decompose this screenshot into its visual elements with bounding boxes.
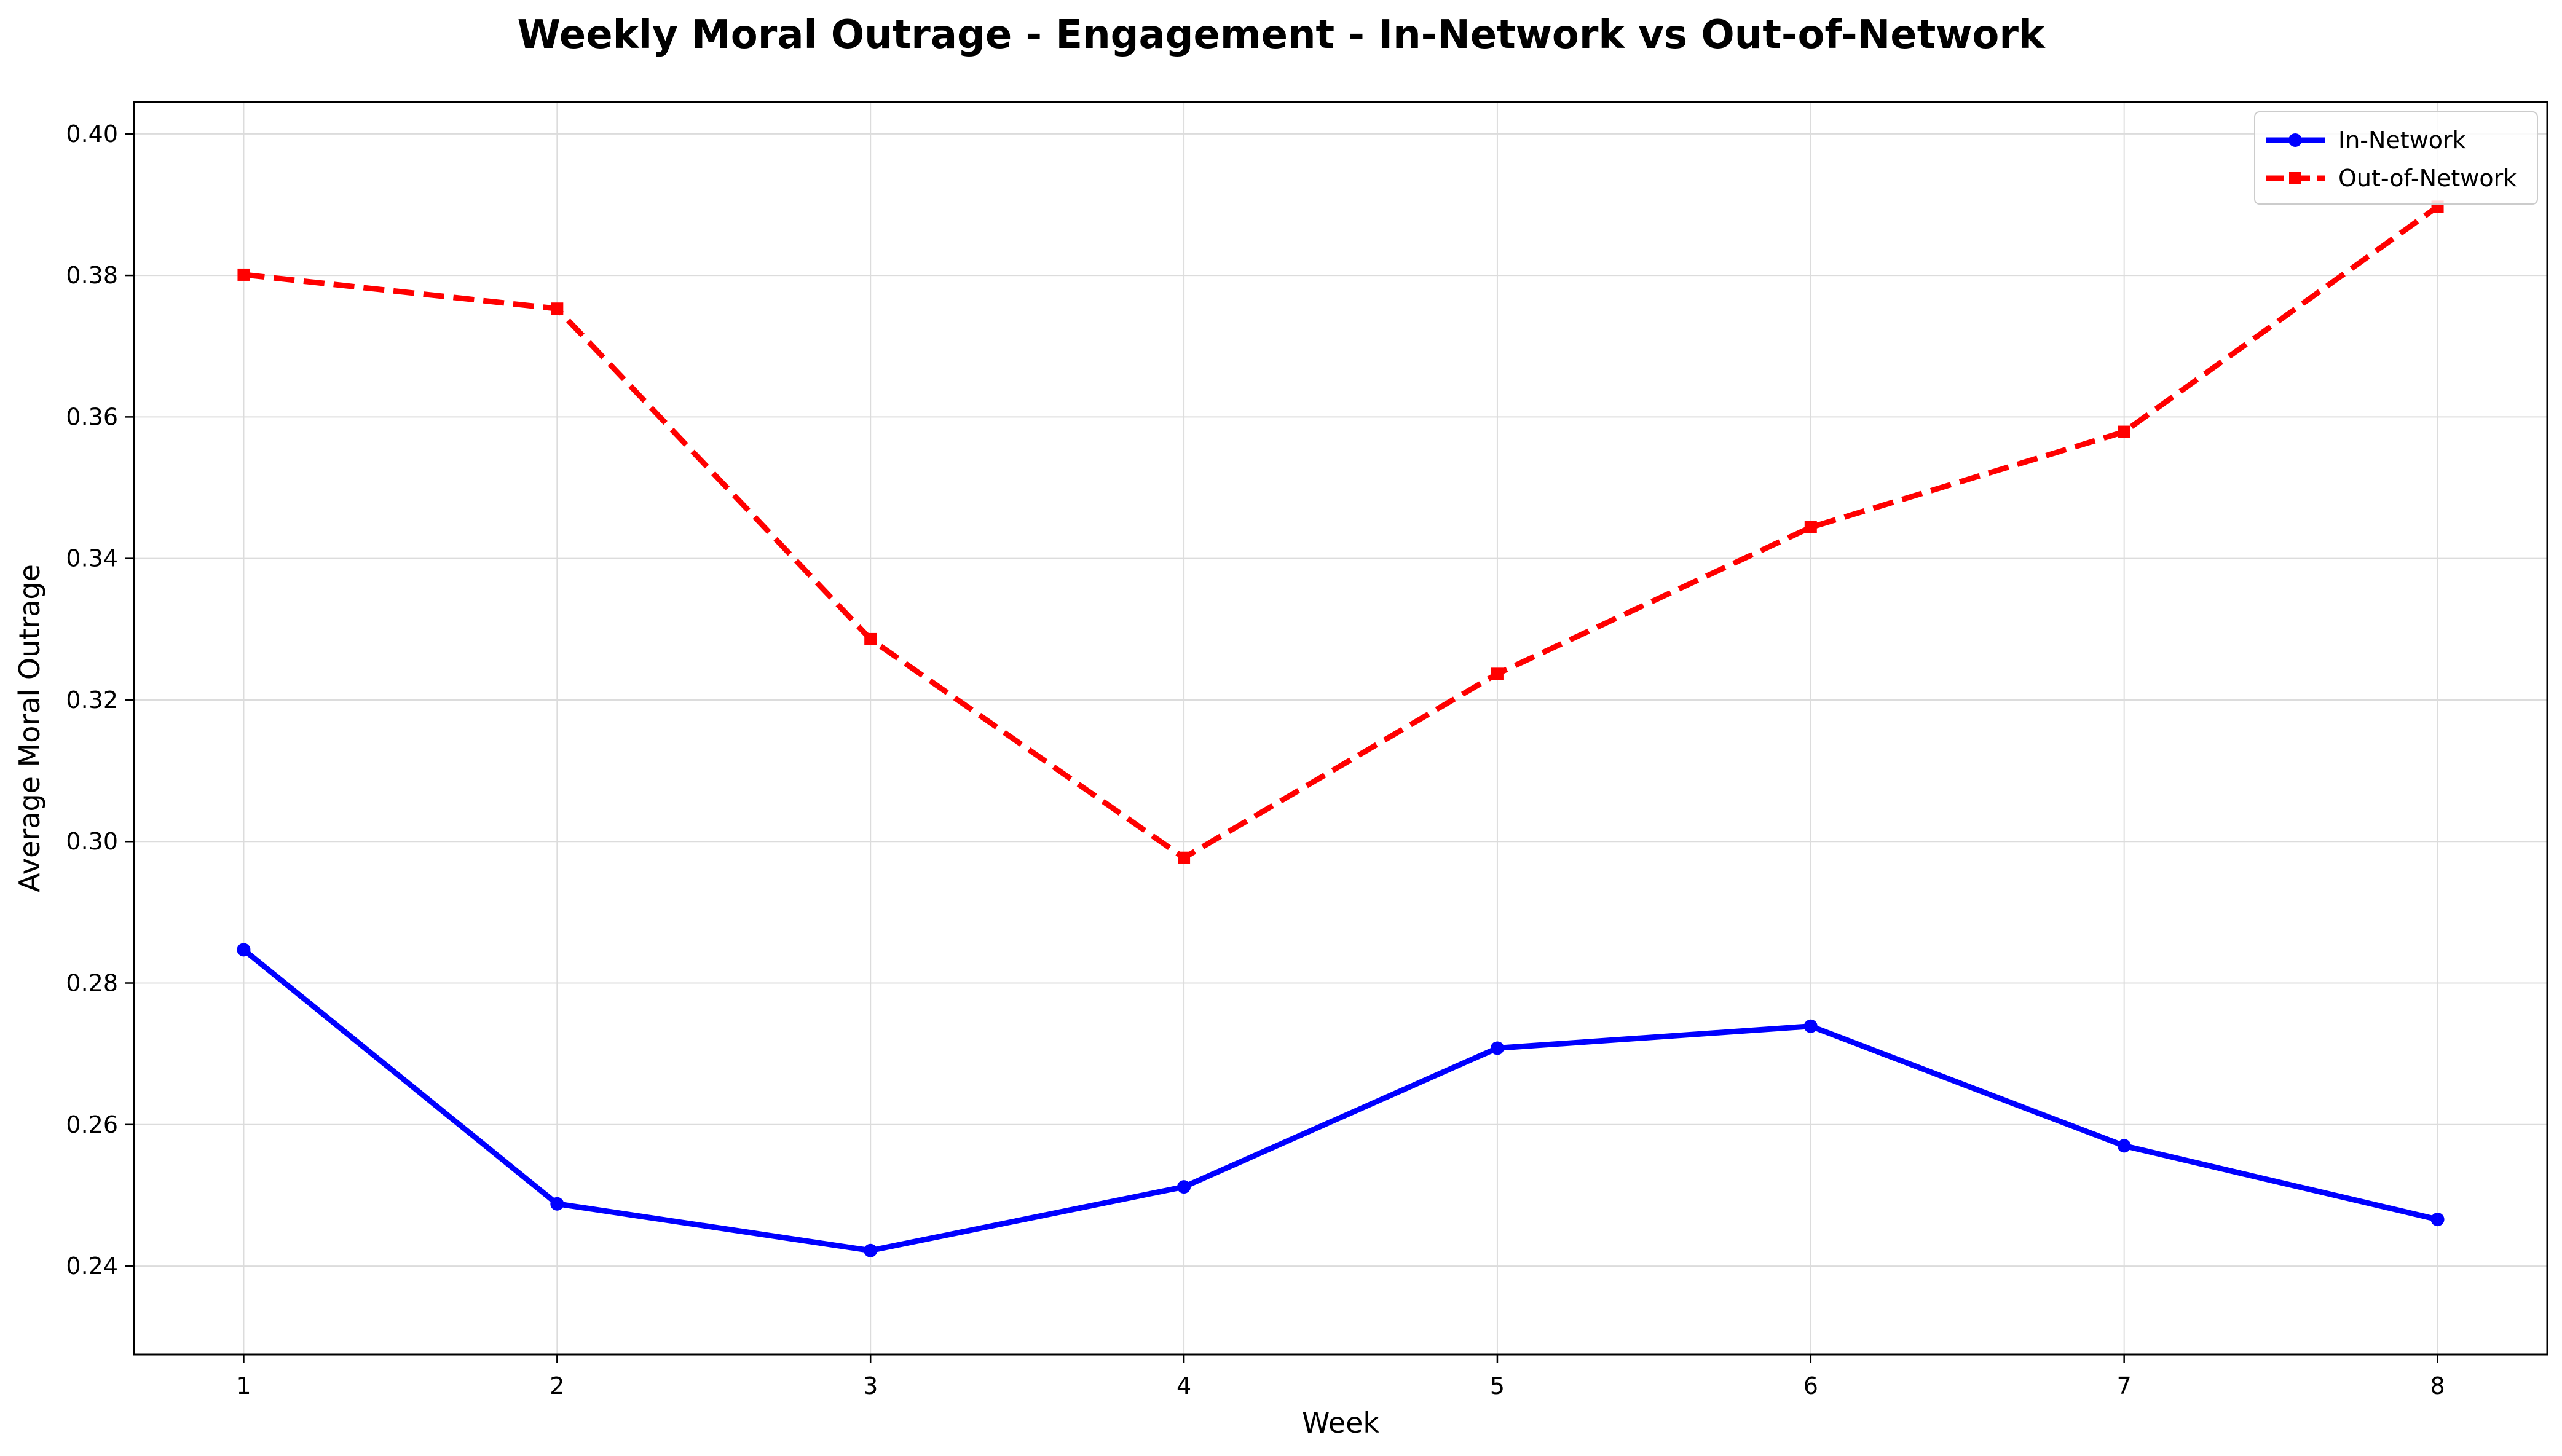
x-tick-label: 3 [863, 1372, 878, 1399]
data-point-marker [2118, 425, 2130, 438]
data-point-marker [2430, 1213, 2445, 1227]
y-tick-label: 0.26 [66, 1111, 118, 1138]
legend-box [2254, 111, 2538, 205]
chart-title: Weekly Moral Outrage - Engagement - In-N… [517, 12, 2045, 58]
y-tick-label: 0.34 [66, 545, 118, 572]
y-tick-label: 0.38 [66, 262, 118, 289]
legend: In-Network Out-of-Network [2254, 111, 2538, 205]
y-tick-label: 0.32 [66, 687, 118, 714]
y-tick-label: 0.36 [66, 403, 118, 430]
y-tick-label: 0.40 [66, 120, 118, 148]
data-point-marker [550, 1197, 564, 1211]
data-point-marker [1178, 851, 1191, 864]
x-tick-label: 8 [2430, 1372, 2445, 1399]
legend-label: Out-of-Network [2338, 165, 2517, 192]
series-line-2 [243, 204, 2440, 861]
x-tick-label: 7 [2117, 1372, 2132, 1399]
data-point-marker [864, 1243, 878, 1257]
axis-ticks: 1 2 3 4 5 6 7 8 0.24 0.26 0.28 0.30 0.32 0.34 0.36 0.38… [66, 120, 2445, 1399]
data-point-marker [237, 268, 250, 281]
x-axis-label: Week [1302, 1406, 1379, 1439]
y-axis-label: Average Moral Outrage [13, 564, 46, 892]
legend-marker [2288, 133, 2302, 147]
data-point-marker [1491, 667, 1504, 680]
x-tick-label: 6 [1803, 1372, 1818, 1399]
data-point-marker [1804, 521, 1817, 533]
data-point-marker [864, 632, 877, 645]
x-tick-label: 2 [550, 1372, 564, 1399]
data-point-marker [1803, 1019, 1818, 1033]
x-tick-label: 4 [1177, 1372, 1191, 1399]
data-point-marker [1177, 1180, 1191, 1194]
y-tick-label: 0.28 [66, 970, 118, 997]
series-layer [237, 200, 2445, 1257]
x-tick-label: 5 [1490, 1372, 1505, 1399]
grid-lines [134, 102, 2547, 1355]
y-tick-label: 0.24 [66, 1253, 118, 1280]
legend-label: In-Network [2338, 127, 2466, 154]
data-point-marker [1490, 1041, 1504, 1055]
data-point-marker [2117, 1139, 2131, 1153]
y-tick-label: 0.30 [66, 828, 118, 855]
series-line-1 [241, 946, 2440, 1254]
data-point-marker [551, 302, 564, 315]
plot-frame [133, 101, 2548, 1356]
legend-marker [2289, 172, 2301, 184]
data-point-marker [237, 943, 251, 957]
x-tick-label: 1 [236, 1372, 251, 1399]
